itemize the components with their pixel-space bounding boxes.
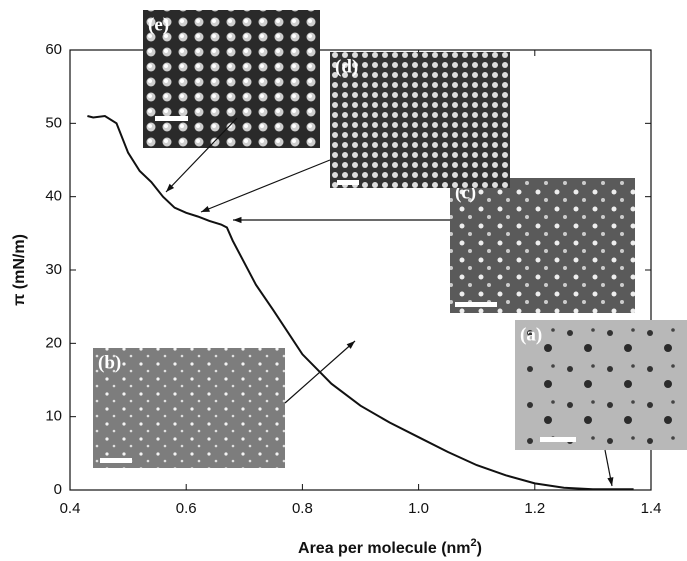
y-tick-label: 30 (45, 261, 62, 278)
arrow-head (233, 216, 242, 224)
scale-bar (155, 116, 188, 121)
inset-label: (d) (335, 56, 358, 77)
arrow-line (165, 117, 238, 193)
x-tick-label: 1.2 (524, 500, 545, 517)
y-tick-label: 40 (45, 188, 62, 205)
x-tick-label: 1.4 (641, 500, 662, 517)
scale-bar (100, 458, 132, 463)
y-tick-label: 50 (45, 114, 62, 131)
x-axis-title-end: ) (477, 540, 482, 557)
y-tick-label: 60 (45, 41, 62, 58)
x-tick-label: 0.6 (176, 500, 197, 517)
x-axis-title: Area per molecule (nm2) (298, 537, 482, 557)
scale-bar (337, 180, 359, 185)
arrow-head (607, 477, 614, 486)
x-axis-title-sup: 2 (471, 537, 477, 549)
inset-label: (e) (148, 14, 169, 35)
arrow-line (284, 340, 356, 404)
arrow-line (200, 159, 331, 213)
scale-bar (455, 302, 497, 307)
x-axis-title-main: Area per molecule (nm (298, 540, 471, 557)
scale-bar (540, 437, 576, 442)
data-line (87, 114, 634, 491)
inset-label: (b) (98, 352, 121, 373)
y-tick-label: 0 (54, 481, 62, 498)
arrow-head (201, 205, 210, 212)
inset-label: (a) (520, 324, 542, 345)
inset-image (450, 178, 635, 313)
x-tick-label: 1.0 (408, 500, 429, 517)
inset-image (143, 10, 320, 148)
inset-image (330, 52, 510, 188)
inset-image (93, 348, 285, 468)
y-tick-label: 20 (45, 334, 62, 351)
inset-image (515, 320, 687, 450)
y-axis-title: π (mN/m) (11, 234, 28, 306)
arrow-head (166, 183, 175, 192)
arrow-head (346, 341, 355, 349)
x-tick-label: 0.8 (292, 500, 313, 517)
x-tick-label: 0.4 (60, 500, 81, 517)
y-tick-label: 10 (45, 408, 62, 425)
